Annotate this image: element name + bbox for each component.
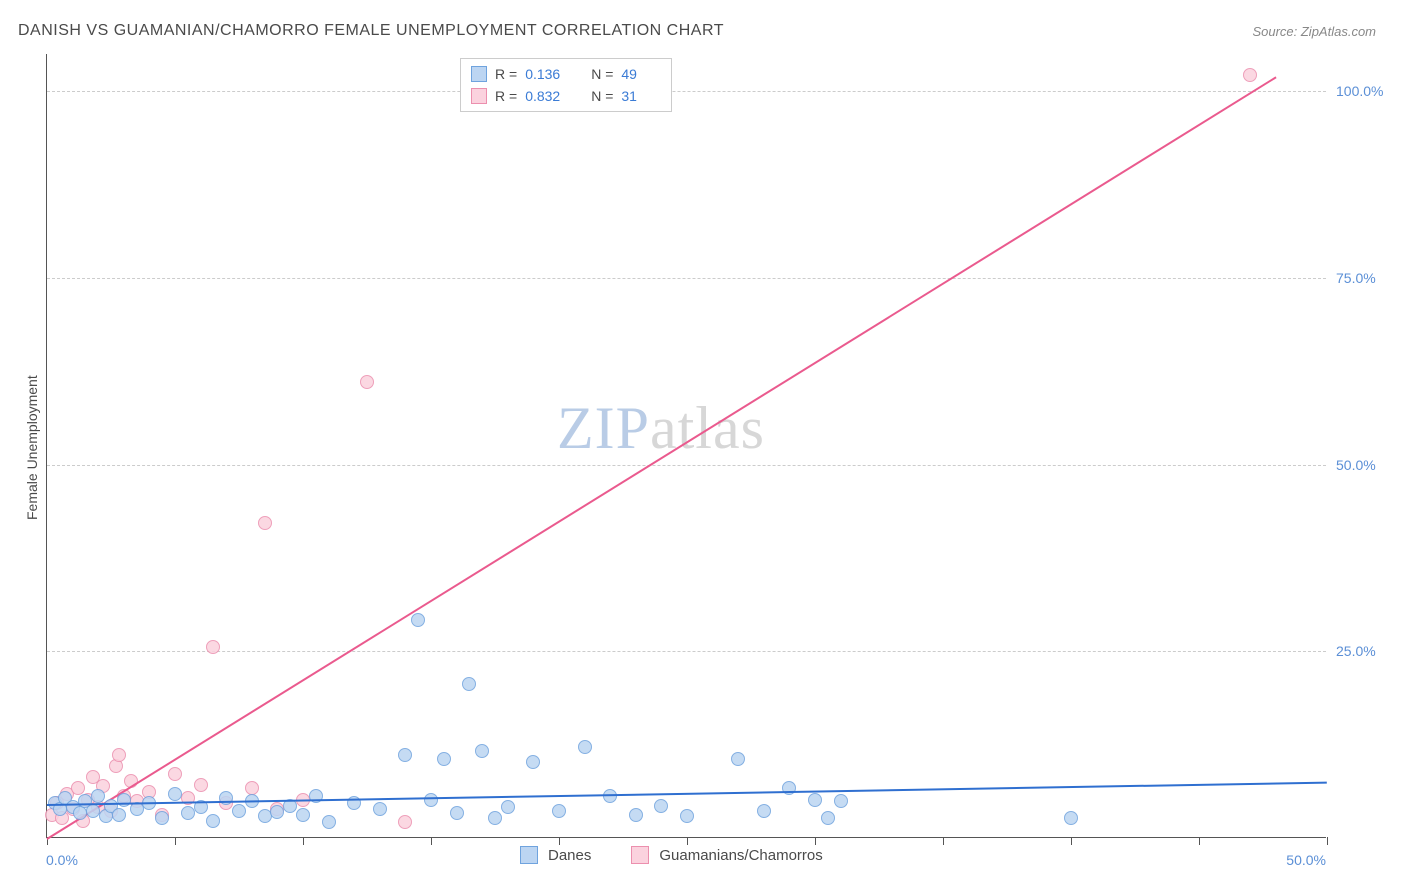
r-value-guam: 0.832: [525, 88, 565, 104]
data-point-guam: [360, 375, 374, 389]
data-point-danes: [219, 791, 233, 805]
x-tick-mark: [303, 837, 304, 845]
legend-row-guam: R = 0.832 N = 31: [471, 85, 661, 107]
x-tick-mark: [431, 837, 432, 845]
x-tick-mark: [175, 837, 176, 845]
x-tick-mark: [943, 837, 944, 845]
data-point-danes: [1064, 811, 1078, 825]
n-label: N =: [591, 88, 613, 104]
gridline: [47, 465, 1326, 466]
data-point-guam: [112, 748, 126, 762]
trendline-danes: [47, 782, 1327, 806]
data-point-danes: [270, 805, 284, 819]
plot-area: ZIPatlas: [46, 54, 1326, 838]
x-tick-mark: [1071, 837, 1072, 845]
n-value-danes: 49: [621, 66, 661, 82]
data-point-danes: [578, 740, 592, 754]
n-value-guam: 31: [621, 88, 661, 104]
data-point-danes: [206, 814, 220, 828]
x-tick-mark: [1199, 837, 1200, 845]
data-point-danes: [73, 806, 87, 820]
data-point-danes: [155, 811, 169, 825]
watermark: ZIPatlas: [557, 394, 765, 463]
r-label: R =: [495, 66, 517, 82]
data-point-danes: [654, 799, 668, 813]
y-tick-label: 25.0%: [1336, 643, 1376, 659]
data-point-danes: [322, 815, 336, 829]
data-point-danes: [526, 755, 540, 769]
gridline: [47, 91, 1326, 92]
legend-row-danes: R = 0.136 N = 49: [471, 63, 661, 85]
data-point-danes: [501, 800, 515, 814]
y-tick-label: 75.0%: [1336, 270, 1376, 286]
y-tick-label: 100.0%: [1336, 83, 1383, 99]
swatch-guam: [631, 846, 649, 864]
data-point-guam: [194, 778, 208, 792]
data-point-danes: [112, 808, 126, 822]
trendline-guam: [46, 77, 1276, 840]
series-label-guam: Guamanians/Chamorros: [659, 847, 822, 864]
series-legend: Danes Guamanians/Chamorros: [520, 846, 823, 864]
data-point-guam: [206, 640, 220, 654]
data-point-danes: [411, 613, 425, 627]
data-point-guam: [398, 815, 412, 829]
r-value-danes: 0.136: [525, 66, 565, 82]
data-point-guam: [1243, 68, 1257, 82]
data-point-guam: [258, 516, 272, 530]
gridline: [47, 278, 1326, 279]
x-tick-mark: [687, 837, 688, 845]
data-point-danes: [488, 811, 502, 825]
x-tick-mark: [559, 837, 560, 845]
data-point-danes: [731, 752, 745, 766]
data-point-danes: [437, 752, 451, 766]
gridline: [47, 651, 1326, 652]
x-tick-label: 0.0%: [46, 852, 78, 868]
data-point-danes: [424, 793, 438, 807]
data-point-danes: [808, 793, 822, 807]
correlation-legend: R = 0.136 N = 49 R = 0.832 N = 31: [460, 58, 672, 112]
data-point-danes: [821, 811, 835, 825]
x-tick-mark: [815, 837, 816, 845]
data-point-danes: [834, 794, 848, 808]
data-point-danes: [629, 808, 643, 822]
data-point-danes: [680, 809, 694, 823]
data-point-danes: [373, 802, 387, 816]
data-point-guam: [168, 767, 182, 781]
data-point-danes: [450, 806, 464, 820]
series-label-danes: Danes: [548, 847, 591, 864]
swatch-guam: [471, 88, 487, 104]
r-label: R =: [495, 88, 517, 104]
data-point-danes: [398, 748, 412, 762]
chart-title: DANISH VS GUAMANIAN/CHAMORRO FEMALE UNEM…: [18, 22, 724, 40]
n-label: N =: [591, 66, 613, 82]
swatch-danes: [471, 66, 487, 82]
data-point-danes: [91, 789, 105, 803]
data-point-danes: [462, 677, 476, 691]
data-point-danes: [782, 781, 796, 795]
swatch-danes: [520, 846, 538, 864]
data-point-danes: [757, 804, 771, 818]
data-point-danes: [168, 787, 182, 801]
data-point-danes: [475, 744, 489, 758]
data-point-danes: [232, 804, 246, 818]
watermark-zip: ZIP: [557, 395, 650, 461]
data-point-danes: [296, 808, 310, 822]
x-tick-label: 50.0%: [1286, 852, 1326, 868]
source-label: Source: ZipAtlas.com: [1252, 24, 1376, 39]
y-tick-label: 50.0%: [1336, 457, 1376, 473]
data-point-danes: [552, 804, 566, 818]
y-axis-label: Female Unemployment: [24, 375, 40, 520]
x-tick-mark: [1327, 837, 1328, 845]
